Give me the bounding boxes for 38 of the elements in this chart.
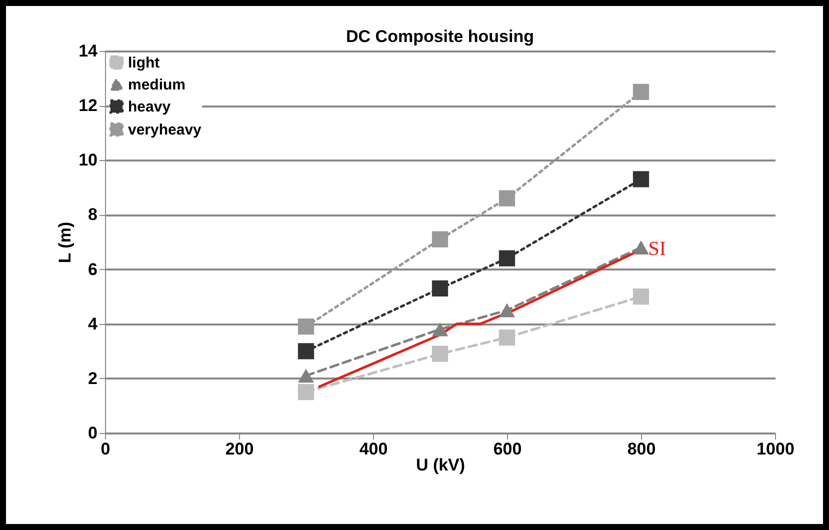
legend-label: medium <box>128 76 186 94</box>
legend-label: light <box>128 54 160 72</box>
point <box>498 190 516 206</box>
y-tick-label: 12 <box>78 96 98 116</box>
point <box>632 288 650 305</box>
y-tick-label: 8 <box>88 205 98 224</box>
legend-label: veryheavy <box>128 122 202 138</box>
x-tick-label: 400 <box>359 440 388 458</box>
y-tick-label: 4 <box>88 314 98 334</box>
y-tick-label: 2 <box>88 368 98 388</box>
point <box>432 280 448 296</box>
point <box>298 384 314 400</box>
x-tick-label: 800 <box>627 440 656 458</box>
point <box>432 231 448 248</box>
point <box>432 322 448 336</box>
x-tick-label: 0 <box>100 440 110 458</box>
point <box>498 250 516 266</box>
y-tick-label: 10 <box>78 150 98 170</box>
point <box>632 240 650 254</box>
y-tick-label: 0 <box>88 424 98 442</box>
x-axis-title: U (kV) <box>416 456 466 474</box>
point <box>632 84 650 100</box>
x-tick-label: 1000 <box>756 440 794 458</box>
point <box>498 329 516 346</box>
point <box>432 346 448 362</box>
point <box>298 343 314 360</box>
x-tick-label: 200 <box>225 440 254 458</box>
y-axis-title: L (m) <box>56 222 75 264</box>
x-tick-label: 600 <box>493 440 522 458</box>
point <box>632 171 650 188</box>
point <box>498 303 516 318</box>
y-tick-label: 14 <box>78 42 98 60</box>
y-tick-label: 6 <box>88 260 98 279</box>
point <box>298 368 314 383</box>
point <box>298 318 314 335</box>
chart-title: DC Composite housing <box>346 27 534 46</box>
series-label: SI <box>648 238 666 260</box>
legend-label: heavy <box>128 98 172 116</box>
